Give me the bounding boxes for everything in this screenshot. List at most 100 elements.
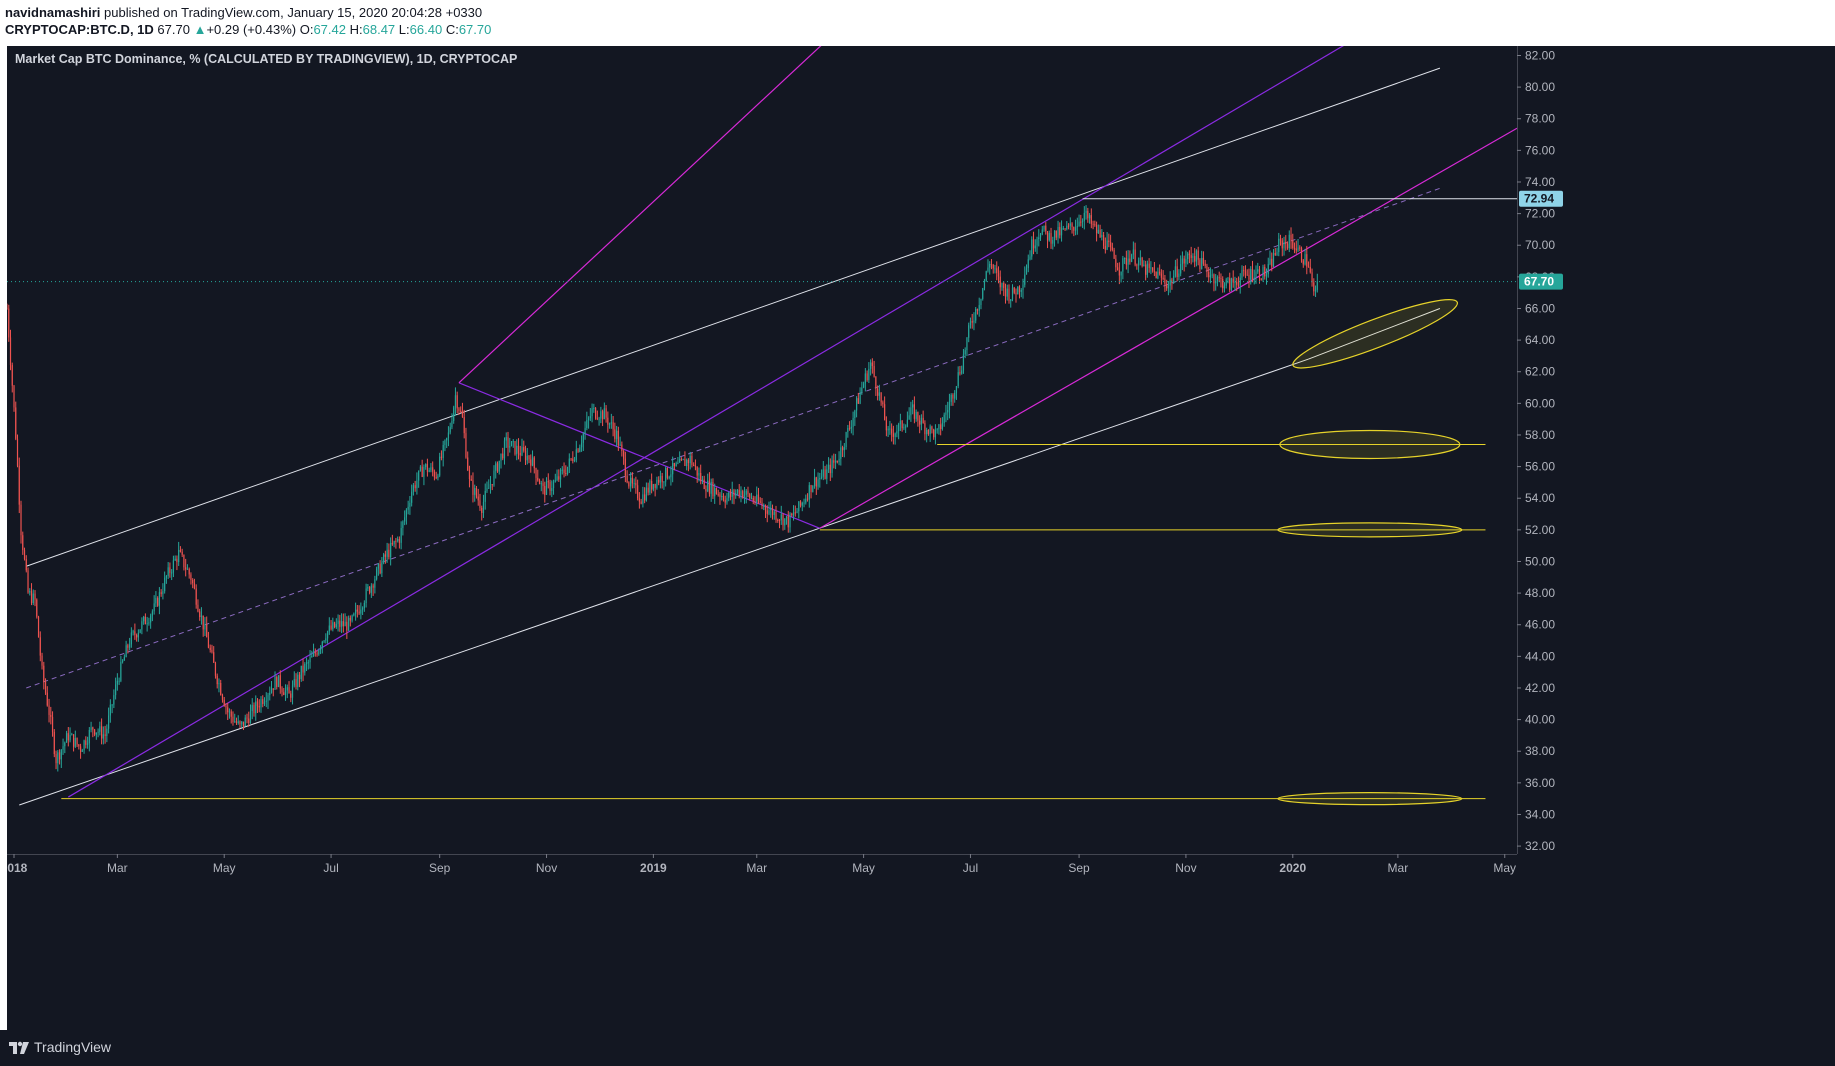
- candle-body: [756, 494, 758, 503]
- price-tick-label: 82.00: [1525, 48, 1555, 62]
- candle-body: [1306, 254, 1308, 267]
- author-name[interactable]: navidnamashiri: [5, 5, 101, 20]
- tradingview-brand[interactable]: TradingView: [34, 1039, 112, 1055]
- candle-body: [1045, 225, 1047, 232]
- candle-body: [940, 424, 942, 430]
- candle-body: [241, 721, 243, 725]
- candle-body: [418, 470, 420, 481]
- highlight-ellipse-35[interactable]: [1277, 792, 1463, 806]
- candle-body: [391, 542, 393, 545]
- last-price-tag: 67.70: [1524, 275, 1554, 289]
- candle-body: [1006, 288, 1008, 297]
- candle-body: [558, 476, 560, 480]
- candle-body: [1264, 266, 1266, 277]
- candle-body: [509, 446, 511, 448]
- candle-body: [1150, 267, 1152, 269]
- candle-body: [698, 472, 700, 476]
- high-level-tag: 72.94: [1524, 192, 1554, 206]
- candle-body: [517, 445, 520, 453]
- candle-body: [605, 408, 607, 418]
- candle-body: [1031, 239, 1033, 257]
- candle-body: [330, 625, 332, 630]
- pitchfork-lower-tine[interactable]: [819, 127, 1518, 529]
- candle-body: [983, 280, 986, 289]
- candle-body: [1192, 256, 1194, 258]
- candle-body: [495, 463, 497, 471]
- candle-body: [649, 481, 651, 493]
- candle-body: [1074, 227, 1077, 231]
- candle-body: [603, 408, 605, 420]
- candle-body: [566, 466, 569, 475]
- lower-trend-line[interactable]: [19, 358, 1309, 806]
- time-axis-background: [7, 854, 1835, 1030]
- candle-body: [432, 467, 434, 472]
- candle-body: [11, 365, 13, 386]
- candle-body: [1202, 257, 1205, 264]
- candle-body: [619, 444, 621, 446]
- candle-body: [912, 404, 914, 408]
- candle-body: [808, 485, 810, 500]
- price-tick-label: 60.00: [1525, 396, 1555, 410]
- highlight-ellipse-57[interactable]: [1279, 429, 1461, 460]
- candle-body: [1092, 223, 1094, 225]
- pitchfork-base-line[interactable]: [458, 382, 821, 529]
- candle-body: [323, 640, 325, 642]
- candle-body: [1194, 256, 1196, 262]
- candle-body: [1178, 273, 1180, 278]
- candle-body: [1143, 264, 1145, 266]
- candlestick-chart[interactable]: 82.0080.0078.0076.0074.0072.0070.0068.00…: [1, 23, 1835, 1030]
- candle-body: [451, 420, 453, 428]
- candle-body: [651, 481, 653, 490]
- candle-body: [612, 422, 614, 430]
- drawings-layer[interactable]: [19, 23, 1518, 806]
- candle-body: [1216, 277, 1219, 282]
- candle-body: [1290, 234, 1292, 241]
- candle-body: [750, 497, 753, 499]
- candle-body: [435, 477, 437, 479]
- candle-body: [116, 680, 118, 685]
- candle-body: [369, 587, 371, 593]
- candle-body: [16, 438, 19, 466]
- candle-body: [1101, 234, 1103, 238]
- candle-body: [568, 458, 570, 467]
- candle-body: [1234, 281, 1236, 283]
- candle-body: [411, 491, 413, 503]
- candle-body: [1148, 263, 1150, 268]
- candle-body: [549, 481, 551, 491]
- up-arrow-icon: ▲: [193, 22, 207, 37]
- price-tick-label: 62.00: [1525, 365, 1555, 379]
- candle-body: [151, 611, 153, 616]
- candle-body: [1262, 266, 1264, 280]
- tradingview-logo-icon[interactable]: [8, 1038, 30, 1056]
- candle-body: [221, 694, 224, 700]
- candle-body: [1029, 256, 1031, 260]
- candle-body: [402, 521, 404, 529]
- pitchfork-median-line[interactable]: [68, 23, 1381, 798]
- candle-body: [1087, 210, 1089, 219]
- candle-body: [1313, 282, 1315, 292]
- candle-body: [945, 412, 947, 415]
- candle-body: [437, 475, 439, 478]
- upper-trend-line[interactable]: [26, 67, 1441, 567]
- pitchfork-upper-tine[interactable]: [458, 23, 845, 384]
- highlight-ellipse-52[interactable]: [1277, 522, 1463, 538]
- projected-trend-line[interactable]: [1308, 308, 1441, 360]
- candle-body: [885, 420, 887, 431]
- candle-body: [887, 428, 889, 431]
- price-tick-label: 44.00: [1525, 649, 1555, 663]
- candle-body: [677, 462, 679, 464]
- time-axis[interactable]: 2018 Mar May Jul Sep Nov 2019 Mar May Jul Sep Nov 20…: [1, 854, 1835, 1030]
- chart-container[interactable]: 82.0080.0078.0076.0074.0072.0070.0068.00…: [1, 23, 1835, 1030]
- candle-body: [943, 414, 945, 424]
- pitchfork-midline-dashed[interactable]: [26, 187, 1441, 689]
- candle-body: [908, 415, 910, 420]
- candle-body: [1239, 277, 1241, 286]
- highlight-ellipse-projection[interactable]: [1288, 289, 1462, 378]
- candle-body: [780, 514, 782, 521]
- candle-body: [319, 647, 322, 650]
- candle-body: [1251, 269, 1254, 280]
- candle-body: [754, 501, 756, 503]
- open-value: 67.42: [313, 22, 346, 37]
- candle-body: [1025, 268, 1028, 275]
- candle-body: [871, 362, 873, 367]
